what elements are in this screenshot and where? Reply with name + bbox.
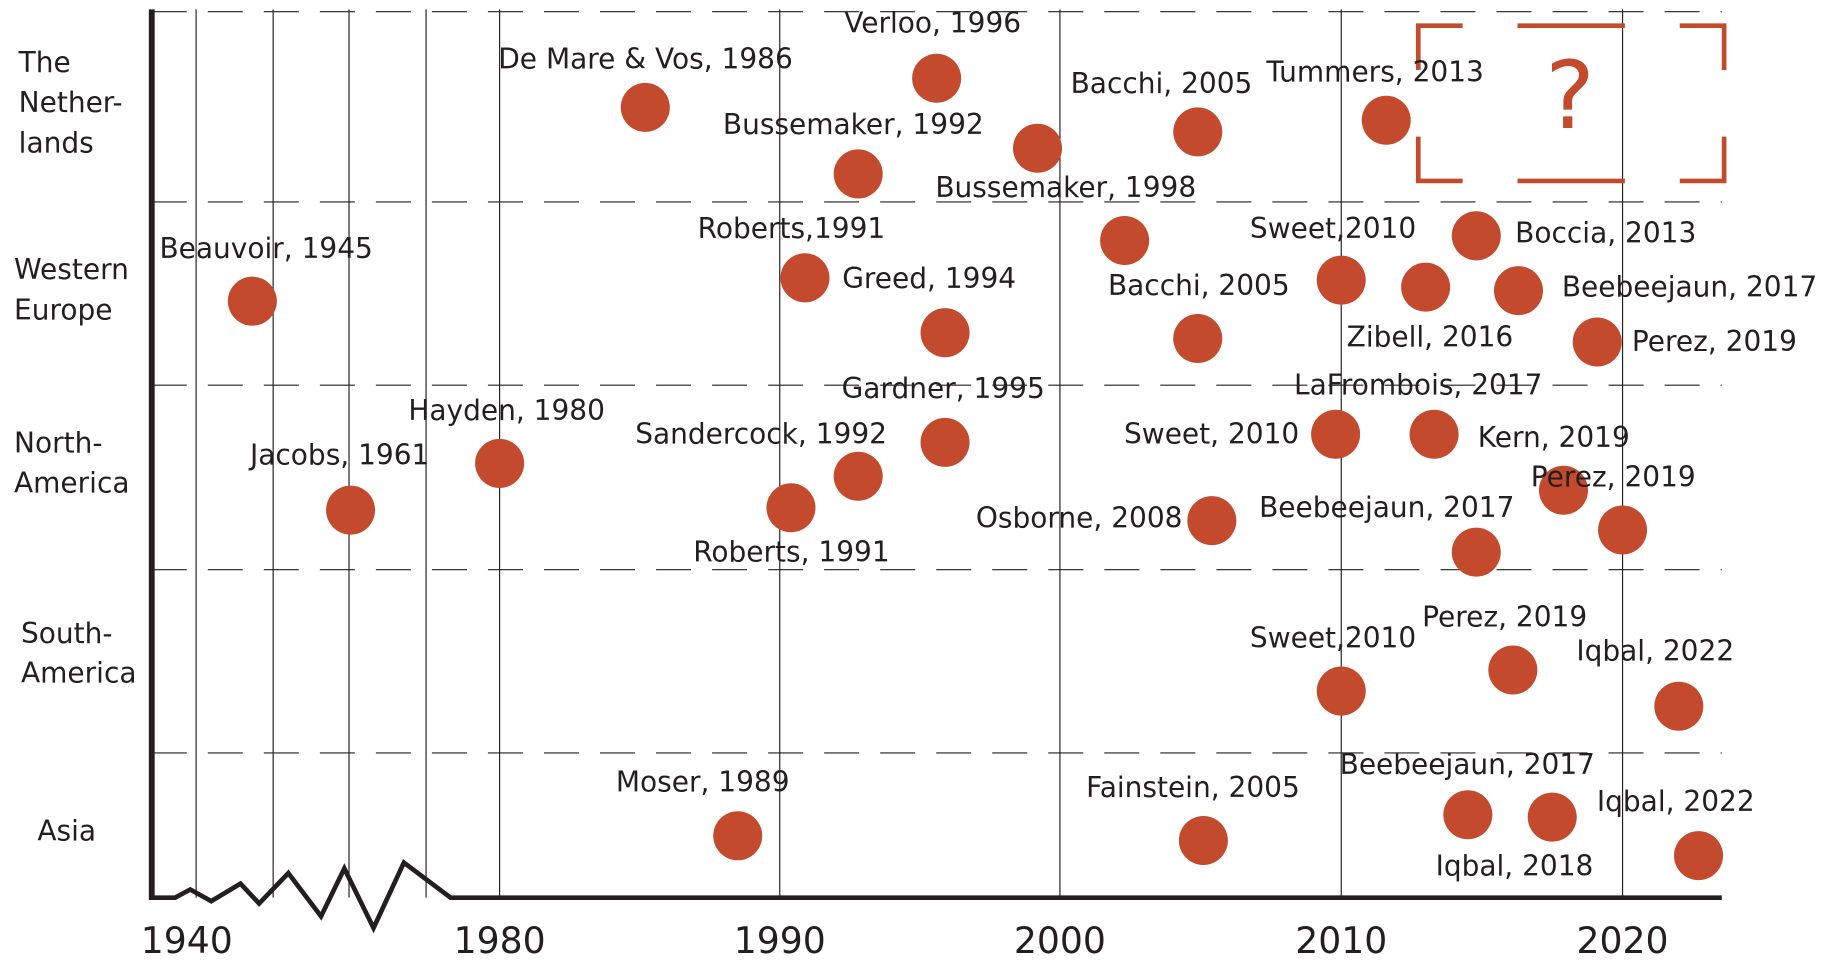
study-label: Moser, 1989: [616, 765, 790, 798]
study-dot: [326, 485, 376, 535]
study-dot: [920, 308, 970, 358]
study-dot: [1654, 681, 1704, 731]
study-label: Verloo, 1996: [844, 7, 1021, 40]
study-dot: [912, 53, 962, 103]
study-dot: [1100, 215, 1150, 265]
study-dot: [833, 451, 883, 501]
study-dot: [1572, 317, 1622, 367]
study-label: Gardner, 1995: [842, 372, 1045, 405]
x-tick-label: 1980: [454, 919, 546, 960]
study-label: Sandercock, 1992: [635, 417, 887, 450]
study-dot: [1316, 255, 1366, 305]
study-label: Boccia, 2013: [1515, 217, 1696, 250]
study-label: Hayden, 1980: [408, 394, 605, 427]
region-label: America: [14, 466, 129, 499]
study-label: Sweet, 2010: [1124, 417, 1299, 450]
study-dot: [1316, 666, 1366, 716]
study-dot: [1493, 266, 1543, 316]
study-label: Zibell, 2016: [1347, 321, 1514, 354]
study-label: Perez, 2019: [1531, 461, 1696, 494]
region-label: America: [21, 657, 136, 690]
x-axis-break: [151, 859, 1722, 934]
x-tick-label: 2020: [1577, 919, 1669, 960]
study-dot: [713, 811, 763, 861]
study-label: LaFrombois, 2017: [1294, 368, 1542, 401]
study-dot: [1538, 465, 1588, 515]
x-tick-label: 1940: [141, 919, 233, 960]
study-label: Bussemaker, 1992: [723, 108, 984, 141]
study-label: Kern, 2019: [1478, 421, 1630, 454]
study-label: Sweet,2010: [1250, 622, 1416, 655]
study-dot: [1311, 409, 1361, 459]
study-dot: [780, 253, 830, 303]
region-label: North-: [14, 427, 102, 460]
study-label: Bacchi, 2005: [1108, 269, 1290, 302]
study-dot: [1012, 123, 1063, 173]
study-dot: [766, 483, 816, 533]
study-dot: [1451, 211, 1501, 261]
study-label: Iqbal, 2022: [1597, 785, 1755, 818]
study-dot: [1598, 505, 1648, 555]
study-dot: [1674, 831, 1724, 881]
study-label: Osborne, 2008: [976, 501, 1183, 534]
region-label: Western: [14, 253, 129, 286]
study-dot: [1527, 792, 1577, 842]
study-dot: [1401, 262, 1451, 312]
study-dot: [833, 149, 883, 199]
study-label: Perez, 2019: [1422, 601, 1587, 634]
study-label: Sweet,2010: [1250, 212, 1416, 245]
study-label: Perez, 2019: [1632, 325, 1797, 358]
study-label: Beebeejaun, 2017: [1340, 748, 1595, 781]
study-label: Iqbal, 2018: [1436, 849, 1594, 882]
study-dot: [1178, 815, 1228, 865]
study-dot: [1451, 527, 1501, 577]
study-label: Greed, 1994: [842, 262, 1016, 295]
study-label: Beebeejaun, 2017: [1259, 491, 1514, 524]
study-dot: [227, 276, 277, 326]
study-label: Bacchi, 2005: [1071, 67, 1253, 100]
x-tick-label: 2000: [1014, 919, 1106, 960]
study-label: De Mare & Vos, 1986: [498, 43, 793, 76]
study-label: Beauvoir, 1945: [159, 232, 372, 265]
study-dot: [1443, 790, 1493, 840]
study-label: Beebeejaun, 2017: [1562, 270, 1817, 303]
study-dot: [920, 417, 970, 467]
study-label: Iqbal, 2022: [1576, 635, 1734, 668]
study-label: Bussemaker, 1998: [935, 171, 1196, 204]
region-label: The: [18, 46, 71, 79]
study-dot: [1488, 645, 1538, 695]
study-label: Tummers, 2013: [1265, 56, 1484, 89]
study-dot: [475, 438, 525, 488]
annotation-box: [1415, 23, 1727, 184]
study-label: Roberts,1991: [698, 212, 886, 245]
region-label: Europe: [14, 294, 112, 327]
region-label: Nether-: [19, 86, 123, 119]
study-dot: [1409, 409, 1459, 459]
study-dot: [1361, 95, 1411, 145]
region-label: lands: [19, 127, 94, 160]
x-tick-label: 1990: [734, 919, 826, 960]
study-dot: [1173, 107, 1223, 157]
study-dot: [1187, 496, 1237, 546]
study-label: Roberts, 1991: [693, 535, 889, 568]
region-label: South-: [21, 617, 112, 650]
annotation: ?: [1545, 42, 1595, 151]
study-label: Fainstein, 2005: [1086, 771, 1300, 804]
x-tick-label: 2010: [1295, 919, 1387, 960]
study-label: Jacobs, 1961: [248, 438, 429, 471]
study-dot: [620, 82, 670, 132]
region-label: Asia: [37, 814, 96, 847]
study-dot: [1173, 314, 1223, 364]
